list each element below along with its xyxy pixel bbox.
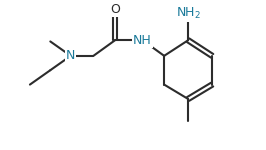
Text: N: N [66, 49, 75, 62]
Text: NH$_2$: NH$_2$ [176, 6, 201, 21]
Text: O: O [110, 3, 120, 16]
Text: NH: NH [133, 34, 152, 47]
